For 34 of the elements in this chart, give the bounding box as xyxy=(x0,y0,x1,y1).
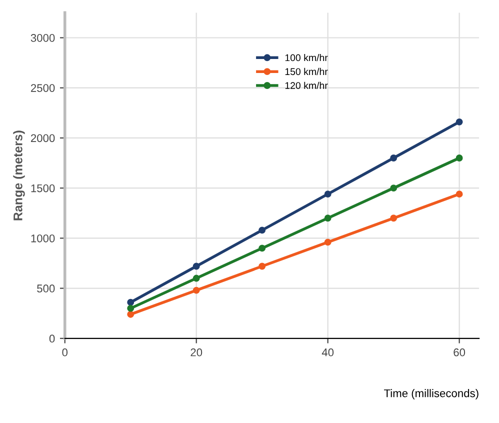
x-tick-label: 0 xyxy=(62,348,68,356)
y-tick-label: 0 xyxy=(49,334,55,343)
x-tick-label: 60 xyxy=(454,348,466,356)
point xyxy=(390,184,398,192)
legend-label: 100 km/hr xyxy=(285,54,328,62)
y-tick-label: 2500 xyxy=(30,84,55,92)
point xyxy=(192,286,200,294)
x-tick-label: 20 xyxy=(190,348,202,356)
legend-label: 120 km/hr xyxy=(285,82,328,89)
point xyxy=(324,214,332,222)
point xyxy=(192,274,200,282)
point xyxy=(127,298,134,306)
point xyxy=(127,310,134,318)
point xyxy=(390,154,398,162)
y-axis-title: Range (meters) xyxy=(13,130,25,220)
point xyxy=(456,118,463,126)
y-tick-label: 1500 xyxy=(31,184,55,192)
point xyxy=(456,154,463,162)
legend-label: 150 km/hr xyxy=(285,68,328,76)
point xyxy=(127,304,134,312)
x-tick-label: 40 xyxy=(322,348,334,356)
point xyxy=(258,262,266,270)
point xyxy=(258,226,266,234)
point xyxy=(192,262,200,270)
point xyxy=(258,244,266,252)
point xyxy=(456,190,463,198)
point xyxy=(390,214,398,222)
x-axis-title: Time (milliseconds) xyxy=(384,389,478,400)
y-tick-label: 1000 xyxy=(31,234,55,242)
y-tick-label: 3000 xyxy=(30,34,55,42)
y-tick-label: 2000 xyxy=(30,134,55,142)
point xyxy=(324,190,332,198)
y-tick-label: 500 xyxy=(37,284,55,292)
point xyxy=(324,238,332,246)
